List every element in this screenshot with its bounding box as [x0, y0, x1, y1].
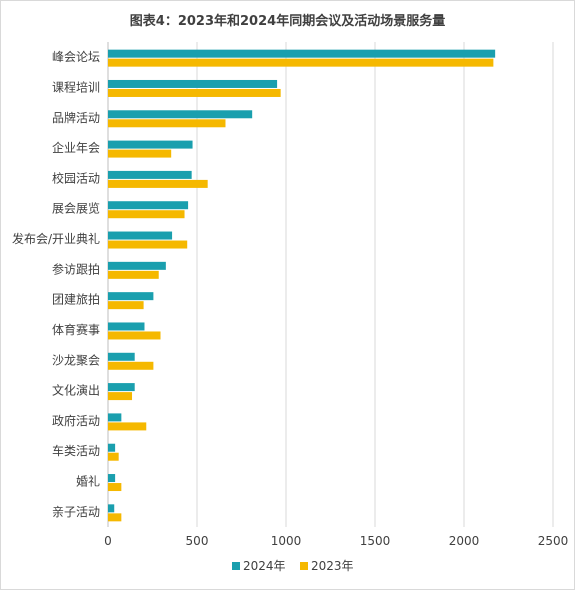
bar-2023年: [108, 513, 122, 522]
bar-2023年: [108, 361, 154, 370]
bar-2024年: [108, 474, 116, 483]
bar-2023年: [108, 452, 119, 461]
bar-2024年: [108, 352, 135, 361]
x-tick-label: 1500: [360, 534, 391, 548]
legend-label: 2024年: [243, 559, 286, 573]
chart-title: 图表4：2023年和2024年同期会议及活动场景服务量: [129, 14, 446, 29]
bar-2023年: [108, 58, 494, 67]
category-label: 峰会论坛: [52, 50, 100, 64]
category-label: 校园活动: [52, 170, 100, 185]
bar-2023年: [108, 88, 281, 97]
category-label: 发布会/开业典礼: [12, 231, 100, 246]
category-label: 政府活动: [52, 413, 100, 428]
bar-2023年: [108, 210, 185, 219]
bar-2023年: [108, 149, 172, 158]
bar-2024年: [108, 383, 135, 392]
category-label: 团建旅拍: [52, 292, 100, 307]
legend-label: 2023年: [311, 559, 354, 573]
bar-2024年: [108, 231, 173, 240]
category-label: 展会展览: [52, 201, 100, 216]
bar-2024年: [108, 79, 278, 88]
bar-2023年: [108, 392, 133, 401]
x-tick-label: 500: [186, 534, 209, 548]
bar-2023年: [108, 483, 122, 492]
bar-2024年: [108, 201, 189, 210]
category-label: 品牌活动: [52, 111, 100, 125]
legend-swatch: [300, 562, 308, 570]
bar-2023年: [108, 331, 161, 340]
bar-2023年: [108, 240, 188, 249]
bar-2024年: [108, 443, 116, 452]
category-label: 体育赛事: [52, 322, 100, 337]
bar-2023年: [108, 119, 226, 128]
bar-2024年: [108, 49, 496, 58]
category-label: 婚礼: [76, 474, 100, 489]
bar-2024年: [108, 110, 253, 119]
category-label: 亲子活动: [52, 505, 100, 519]
category-label: 企业年会: [52, 140, 100, 155]
x-tick-label: 1000: [271, 534, 302, 548]
bar-2024年: [108, 413, 122, 422]
bar-2024年: [108, 504, 115, 513]
category-label: 沙龙聚会: [52, 353, 100, 367]
bar-2024年: [108, 261, 166, 270]
bar-2024年: [108, 140, 193, 149]
bar-2023年: [108, 179, 208, 188]
x-tick-label: 2500: [538, 534, 569, 548]
category-label: 课程培训: [52, 79, 100, 94]
x-tick-label: 2000: [449, 534, 480, 548]
category-label: 车类活动: [52, 443, 100, 458]
bar-2024年: [108, 292, 154, 301]
legend-swatch: [232, 562, 240, 570]
category-label: 文化演出: [52, 383, 100, 398]
bar-2024年: [108, 170, 192, 179]
bar-2023年: [108, 270, 159, 279]
bar-2023年: [108, 422, 147, 431]
category-label: 参访跟拍: [52, 261, 100, 276]
bar-2024年: [108, 322, 145, 331]
x-tick-label: 0: [104, 534, 112, 548]
bar-2023年: [108, 301, 144, 310]
